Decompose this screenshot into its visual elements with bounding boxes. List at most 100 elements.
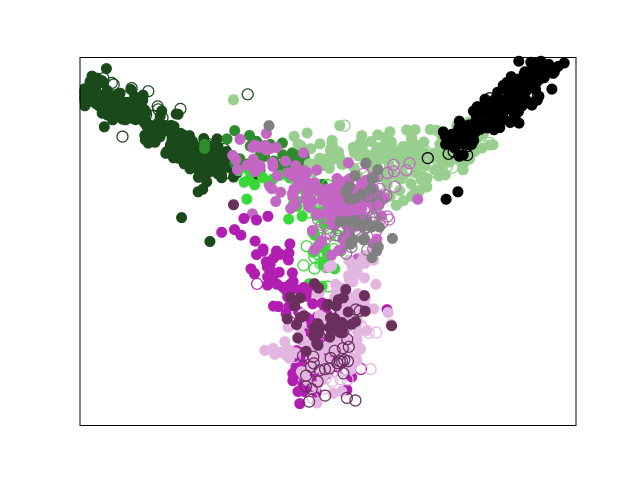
scatter-point-series-18 [345, 241, 358, 254]
scatter-point-series-8 [499, 99, 512, 113]
scatter-point-series-6 [416, 172, 429, 185]
scatter-point-series-7 [533, 90, 545, 102]
scatter-point-series-13 [326, 260, 337, 272]
scatter-point-series-5 [323, 162, 335, 174]
scatter-point-series-11 [238, 213, 250, 224]
scatter-point-series-10 [400, 164, 413, 177]
scatter-point-series-9 [231, 164, 243, 176]
scatter-point-series-0 [204, 236, 216, 247]
scatter-point-series-13 [343, 270, 355, 282]
scatter-point-series-16 [349, 394, 362, 407]
scatter-point-series-11 [283, 280, 295, 292]
scatter-point-series-4 [297, 259, 310, 272]
scatter-point-series-9 [271, 170, 283, 182]
scatter-point-series-0 [211, 133, 223, 145]
scatter-point-series-10 [337, 202, 350, 215]
scatter-point-series-15 [342, 306, 354, 318]
scatter-point-series-7 [493, 98, 505, 110]
scatter-point-series-10 [388, 180, 401, 193]
scatter-point-series-5 [372, 129, 384, 141]
scatter-point-series-15 [289, 300, 301, 312]
scatter-point-series-11 [235, 229, 247, 241]
scatter-point-series-3 [241, 193, 253, 205]
scatter-point-series-6 [446, 161, 459, 174]
scatter-point-series-9 [259, 139, 271, 151]
scatter-point-series-1 [125, 81, 138, 95]
scatter-point-series-16 [300, 369, 313, 382]
scatter-point-series-16 [338, 354, 351, 367]
scatter-point-series-7 [452, 186, 464, 198]
scatter-point-series-18 [367, 188, 381, 201]
scatter-point-series-9 [267, 160, 279, 172]
scatter-point-series-16 [340, 391, 353, 404]
scatter-point-series-11 [262, 210, 274, 222]
scatter-point-series-2 [229, 125, 241, 137]
scatter-point-series-7 [558, 57, 570, 69]
scatter-point-series-0 [118, 107, 130, 119]
scatter-point-series-11 [262, 279, 273, 291]
scatter-point-series-16 [342, 340, 355, 353]
scatter-point-series-16 [307, 357, 320, 370]
scatter-point-series-16 [336, 325, 349, 339]
scatter-point-series-12 [251, 277, 264, 290]
scatter-point-series-5 [314, 138, 326, 150]
scatter-point-series-10 [403, 157, 416, 170]
scatter-point-series-8 [467, 126, 480, 139]
scatter-point-series-1 [152, 116, 165, 130]
scatter-point-series-7 [530, 77, 542, 89]
scatter-point-series-6 [477, 139, 490, 152]
scatter-point-series-16 [333, 355, 346, 368]
scatter-point-series-16 [337, 367, 350, 380]
scatter-point-series-17 [357, 234, 369, 245]
scatter-point-series-0 [109, 105, 121, 117]
scatter-point-series-10 [387, 158, 400, 171]
scatter-point-series-8 [421, 152, 434, 165]
scatter-point-series-0 [176, 212, 188, 224]
scatter-point-series-18 [349, 223, 362, 237]
scatter-point-series-16 [305, 382, 318, 396]
scatter-point-series-16 [349, 303, 362, 316]
scatter-point-series-11 [249, 235, 261, 247]
scatter-point-series-9 [234, 133, 246, 145]
scatter-point-series-13 [348, 259, 360, 270]
scatter-point-series-1 [97, 72, 110, 85]
scatter-point-series-2 [221, 133, 233, 145]
scatter-point-series-14 [318, 382, 331, 395]
scatter-point-series-0 [184, 163, 196, 175]
scatter-point-series-7 [526, 99, 538, 111]
scatter-point-series-15 [346, 318, 358, 330]
scatter-point-series-1 [164, 124, 177, 137]
scatter-point-series-16 [318, 363, 332, 376]
scatter-point-series-13 [281, 349, 292, 361]
plot-frame [79, 57, 577, 426]
scatter-point-series-15 [324, 312, 336, 324]
scatter-point-series-8 [442, 147, 455, 160]
scatter-point-series-1 [116, 130, 129, 143]
scatter-point-series-17 [349, 193, 361, 205]
scatter-point-series-9 [412, 193, 424, 205]
points-layer [79, 55, 570, 410]
scatter-point-series-0 [129, 100, 141, 112]
scatter-point-series-1 [142, 85, 155, 98]
scatter-point-series-13 [336, 385, 348, 397]
scatter-point-series-17 [263, 120, 275, 132]
scatter-point-series-5 [457, 164, 469, 176]
scatter-point-series-16 [319, 389, 332, 402]
scatter-point-series-10 [323, 201, 336, 214]
scatter-point-series-9 [275, 186, 287, 198]
scatter-point-series-3 [243, 174, 255, 186]
scatter-point-series-11 [271, 245, 282, 257]
scatter-point-series-0 [100, 63, 112, 75]
scatter-point-series-0 [192, 171, 204, 183]
scatter-point-series-3 [257, 172, 269, 183]
scatter-point-series-11 [294, 398, 306, 410]
scatter-point-series-9 [287, 191, 299, 203]
scatter-point-series-18 [367, 242, 380, 255]
scatter-point-series-0 [148, 124, 160, 136]
scatter-point-series-0 [192, 186, 204, 198]
scatter-point-series-8 [448, 134, 462, 147]
scatter-point-series-5 [328, 143, 340, 155]
scatter-point-series-10 [316, 185, 329, 198]
scatter-point-series-11 [293, 284, 305, 296]
